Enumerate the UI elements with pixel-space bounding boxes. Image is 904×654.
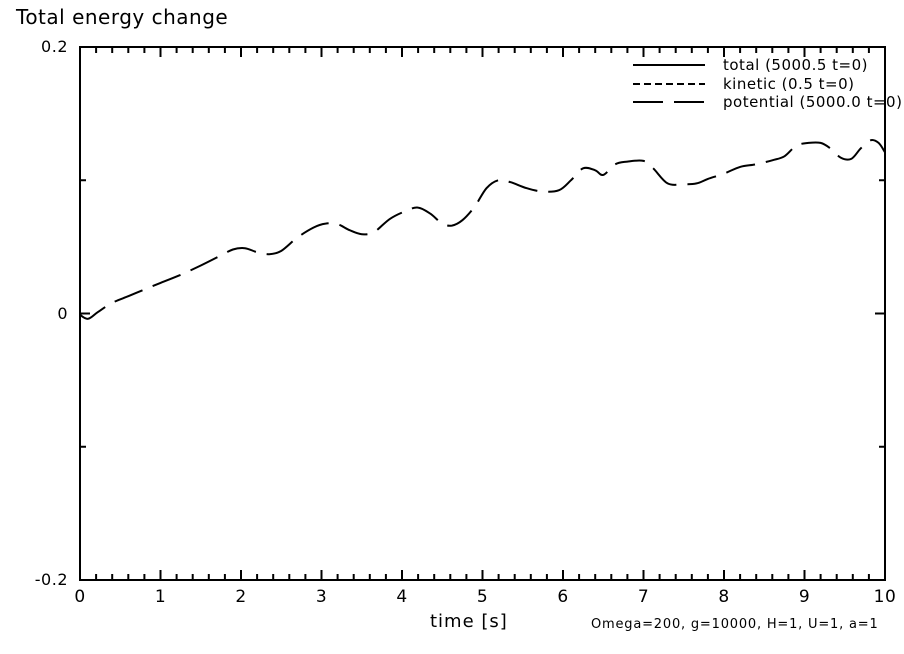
axes-box [79, 46, 886, 581]
legend-entry-total: total (5000.5 t=0) [631, 56, 904, 75]
y-tick-label: 0.2 [41, 37, 68, 56]
series-curve [79, 139, 886, 320]
x-tick-label: 8 [718, 587, 730, 607]
legend-label-total: total (5000.5 t=0) [723, 56, 869, 75]
legend-label-potential: potential (5000.0 t=0) [723, 93, 903, 112]
long-dash-line-icon [633, 101, 705, 104]
legend-entry-kinetic: kinetic (0.5 t=0) [631, 75, 904, 94]
legend-label-kinetic: kinetic (0.5 t=0) [723, 74, 855, 93]
parameters-annotation: Omega=200, g=10000, H=1, U=1, a=1 [591, 617, 879, 632]
x-tick-label: 2 [235, 587, 247, 607]
x-tick-label: 7 [637, 587, 650, 607]
x-axis-title: time [s] [430, 611, 508, 632]
x-tick-label: 10 [873, 587, 897, 607]
legend-entry-potential: potential (5000.0 t=0) [631, 93, 904, 112]
legend: total (5000.5 t=0) kinetic (0.5 t=0) pot… [631, 56, 904, 112]
y-tick-label: 0 [57, 303, 68, 323]
x-tick-label: 5 [476, 587, 489, 607]
x-tick-label: 6 [557, 587, 569, 607]
x-tick-label: 9 [798, 587, 811, 607]
chart-title: Total energy change [16, 5, 229, 29]
solid-line-icon [633, 64, 705, 67]
y-tick-label: -0.2 [34, 570, 68, 589]
x-tick-label: 0 [74, 587, 86, 607]
short-dash-line-icon [633, 82, 705, 85]
x-tick-label: 4 [396, 587, 408, 607]
x-tick-label: 3 [315, 587, 328, 607]
x-tick-label: 1 [154, 587, 167, 607]
